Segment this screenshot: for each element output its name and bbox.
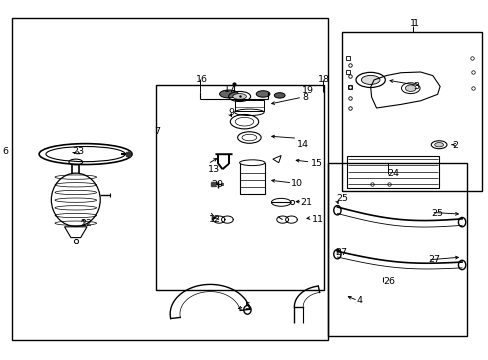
Ellipse shape xyxy=(239,160,264,166)
Text: 1: 1 xyxy=(409,19,415,28)
Ellipse shape xyxy=(361,76,379,85)
Ellipse shape xyxy=(242,134,256,141)
Text: 26: 26 xyxy=(382,277,394,286)
Text: 24: 24 xyxy=(387,169,399,178)
Text: 8: 8 xyxy=(302,93,307,102)
Text: 27: 27 xyxy=(427,256,439,264)
Bar xyxy=(234,100,264,111)
Text: 12: 12 xyxy=(209,215,221,224)
Ellipse shape xyxy=(235,117,253,126)
Bar xyxy=(327,163,466,336)
Text: 25: 25 xyxy=(430,209,443,217)
Text: 19: 19 xyxy=(302,86,314,95)
Text: 27: 27 xyxy=(334,248,346,257)
Ellipse shape xyxy=(274,93,285,98)
Text: 25: 25 xyxy=(336,194,348,203)
Ellipse shape xyxy=(219,90,238,98)
Text: 6: 6 xyxy=(2,147,8,156)
Text: 7: 7 xyxy=(154,127,160,136)
Text: 4: 4 xyxy=(356,296,362,305)
Text: 21: 21 xyxy=(300,198,312,207)
Text: 2: 2 xyxy=(451,141,457,150)
Text: 1: 1 xyxy=(412,19,418,28)
Bar xyxy=(346,156,438,188)
Bar xyxy=(239,163,264,194)
Text: 18: 18 xyxy=(317,76,329,85)
Bar xyxy=(155,85,324,290)
Ellipse shape xyxy=(232,94,246,99)
Ellipse shape xyxy=(405,85,415,91)
Ellipse shape xyxy=(256,91,269,97)
Text: 15: 15 xyxy=(310,159,322,168)
Text: 5: 5 xyxy=(244,302,250,311)
Ellipse shape xyxy=(434,143,443,147)
Text: 10: 10 xyxy=(290,179,303,188)
Bar xyxy=(12,18,327,340)
Text: 20: 20 xyxy=(211,180,223,189)
Text: 11: 11 xyxy=(311,215,324,224)
Bar xyxy=(342,32,481,191)
Text: 3: 3 xyxy=(412,82,419,91)
Text: 16: 16 xyxy=(195,75,207,84)
Text: 23: 23 xyxy=(72,148,84,156)
Text: 13: 13 xyxy=(207,165,220,174)
Text: 14: 14 xyxy=(297,140,309,149)
Text: 17: 17 xyxy=(224,85,236,94)
Text: 9: 9 xyxy=(228,108,234,117)
Text: 22: 22 xyxy=(81,219,93,228)
